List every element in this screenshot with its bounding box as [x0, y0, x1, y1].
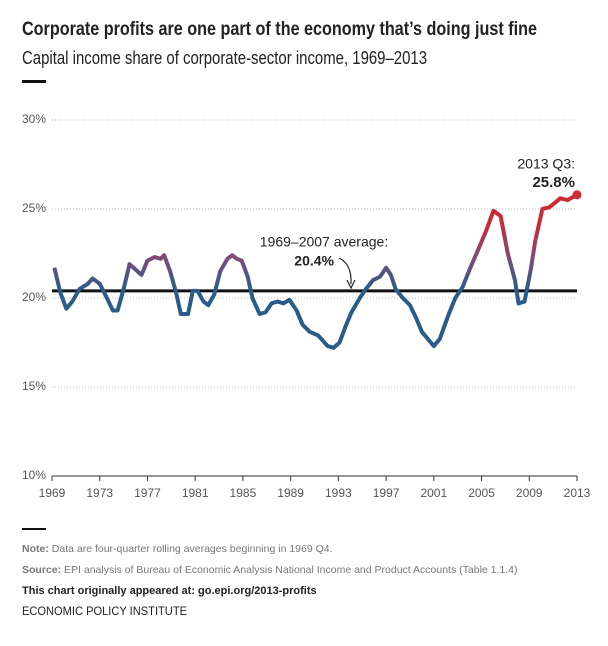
end-value-label: 25.8% [532, 174, 575, 191]
title-rule [22, 80, 46, 83]
series-line [52, 193, 578, 350]
source: Source: EPI analysis of Bureau of Econom… [22, 564, 518, 576]
annotation-arrowhead [346, 279, 356, 290]
x-tick-label: 1989 [277, 486, 304, 500]
chart-subtitle: Capital income share of corporate-sector… [22, 48, 427, 68]
link: This chart originally appeared at: go.ep… [22, 585, 317, 597]
x-tick-label: 1969 [39, 486, 66, 500]
footer-rule [22, 528, 46, 530]
source-text: EPI analysis of Bureau of Economic Analy… [64, 564, 518, 576]
x-tick-label: 2009 [516, 486, 543, 500]
source-label: Source: [22, 564, 61, 576]
publisher: ECONOMIC POLICY INSTITUTE [22, 604, 187, 618]
x-tick-label: 1985 [230, 486, 257, 500]
x-tick-label: 2005 [468, 486, 495, 500]
x-tick-label: 1993 [325, 486, 352, 500]
note: Note: Data are four-quarter rolling aver… [22, 543, 333, 555]
x-tick-label: 1973 [86, 486, 113, 500]
note-label: Note: [22, 543, 49, 555]
x-tick-label: 1997 [373, 486, 400, 500]
note-text: Data are four-quarter rolling averages b… [52, 543, 333, 555]
y-tick-label: 25% [22, 201, 46, 215]
annotation-arrow [338, 257, 352, 285]
x-tick-label: 2013 [564, 486, 591, 500]
y-tick-label: 10% [22, 468, 46, 482]
y-tick-label: 30% [22, 112, 46, 126]
end-label: 2013 Q3: [517, 156, 575, 172]
x-tick-label: 2001 [420, 486, 447, 500]
chart-title: Corporate profits are one part of the ec… [22, 19, 537, 40]
y-tick-label: 20% [22, 290, 46, 304]
y-tick-label: 15% [22, 379, 46, 393]
average-label: 1969–2007 average: [260, 234, 388, 250]
x-tick-label: 1981 [182, 486, 209, 500]
end-point [572, 190, 582, 200]
average-value-label: 20.4% [294, 253, 334, 269]
x-tick-label: 1977 [134, 486, 161, 500]
